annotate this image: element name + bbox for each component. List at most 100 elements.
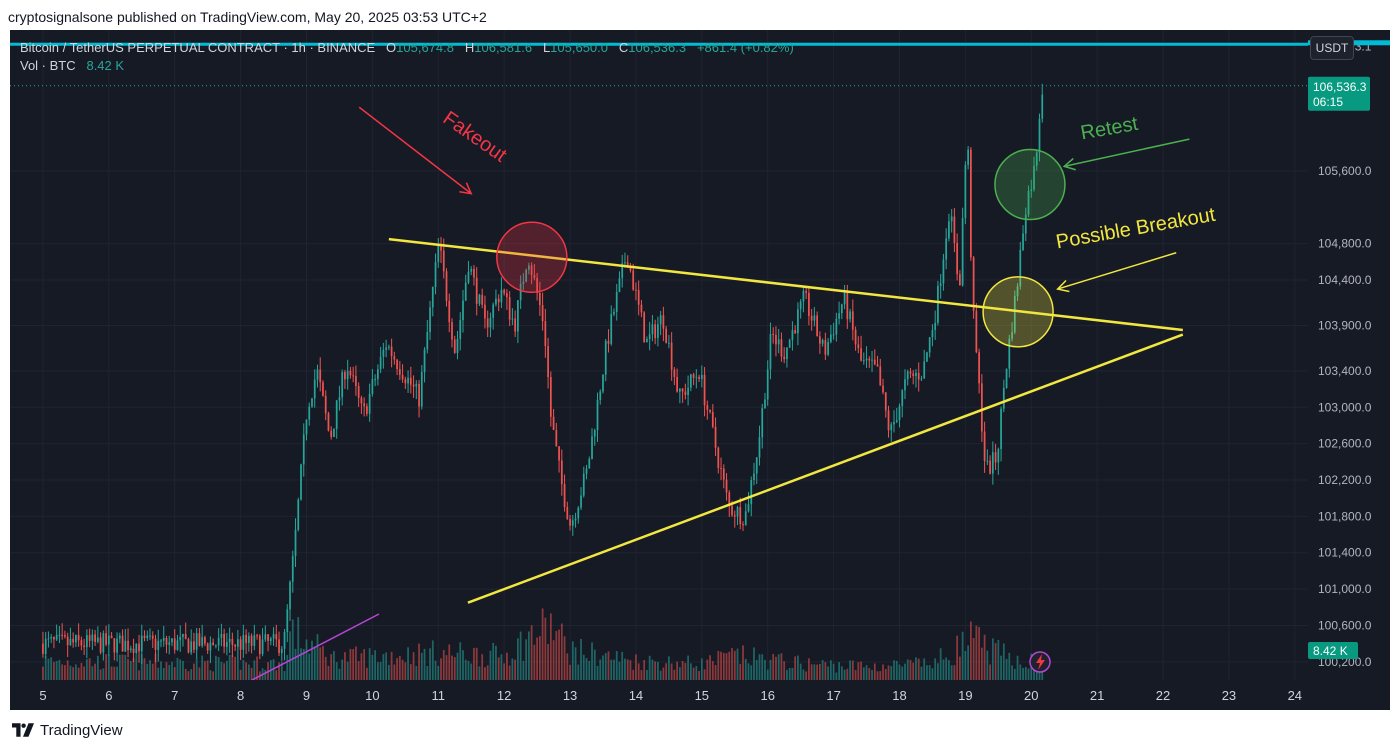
volume-bar-318 <box>915 657 917 680</box>
volume-bar-259 <box>753 647 755 680</box>
x-tick-label-5: 10 <box>365 688 379 703</box>
volume-bar-336 <box>964 650 967 680</box>
candle-body-214 <box>629 267 632 271</box>
volume-bar-327 <box>939 648 942 680</box>
volume-bar-40 <box>151 663 154 680</box>
volume-bar-224 <box>657 661 659 680</box>
footer: TradingView <box>12 716 123 744</box>
candle-body-102 <box>322 382 324 396</box>
volume-legend[interactable]: Vol · BTC 8.42 K <box>20 58 124 73</box>
volume-bar-234 <box>684 662 687 680</box>
candle-body-143 <box>434 262 437 288</box>
volume-bar-267 <box>775 656 777 680</box>
volume-bar-250 <box>728 651 731 680</box>
volume-bar-44 <box>162 667 165 680</box>
candle-body-139 <box>423 349 426 373</box>
volume-bar-35 <box>138 670 140 680</box>
currency-button[interactable]: USDT <box>1310 36 1354 60</box>
arrowhead-fakeout <box>459 182 473 195</box>
volume-bar-14 <box>80 662 83 680</box>
volume-bar-316 <box>909 659 912 680</box>
volume-bar-189 <box>560 623 563 680</box>
volume-bar-31 <box>127 658 129 680</box>
volume-bar-226 <box>662 667 665 680</box>
candle-body-112 <box>349 370 352 376</box>
volume-bar-97 <box>308 653 311 680</box>
x-tick-label-0: 5 <box>39 688 46 703</box>
volume-bar-304 <box>876 671 879 680</box>
volume-bar-48 <box>173 667 176 680</box>
candle-body-196 <box>580 495 582 508</box>
volume-bar-173 <box>517 638 519 680</box>
volume-bar-197 <box>582 654 585 680</box>
candle-body-187 <box>555 430 558 447</box>
volume-bar-195 <box>577 664 580 680</box>
volume-bar-131 <box>401 659 404 680</box>
volume-bar-361 <box>1033 667 1035 680</box>
candle-body-7 <box>61 634 64 636</box>
volume-bar-153 <box>462 650 464 680</box>
candle-body-338 <box>969 149 972 258</box>
time-axis[interactable]: 5 6 7 8 9 10 11 12 13 14 15 16 17 18 19 20 21 22 23 24 <box>10 651 1390 710</box>
candle-body-183 <box>544 321 547 347</box>
volume-bar-265 <box>769 659 772 680</box>
price-axis[interactable]: 100,200.0100,600.0101,000.0101,400.0101,… <box>1308 30 1390 680</box>
volume-bar-220 <box>646 670 648 680</box>
chart-area[interactable]: Fakeout Retest Possible Breakout 100,200.0… <box>10 30 1390 710</box>
candle-body-238 <box>695 376 698 378</box>
candle-body-76 <box>250 635 253 646</box>
volume-bar-172 <box>514 659 517 680</box>
candle-body-241 <box>703 374 706 406</box>
volume-bar-49 <box>176 657 179 680</box>
y-tick-label-11: 104,800.0 <box>1318 237 1372 251</box>
volume-bar-13 <box>77 667 80 680</box>
candle-body-38 <box>146 635 149 639</box>
volume-bar-69 <box>231 655 234 680</box>
volume-bar-176 <box>525 639 527 680</box>
volume-bar-10 <box>69 665 72 680</box>
candle-body-5 <box>55 634 58 640</box>
time-axis-bg <box>10 680 1390 710</box>
volume-bar-118 <box>366 667 368 680</box>
candle-body-281 <box>813 315 816 321</box>
candle-body-78 <box>256 635 258 637</box>
candle-body-176 <box>525 269 527 282</box>
circle-breakout <box>982 276 1054 348</box>
candle-body-255 <box>742 524 744 526</box>
candle-body-69 <box>231 638 234 645</box>
candle-body-208 <box>613 311 615 315</box>
candle-body-79 <box>258 635 261 655</box>
candle-body-202 <box>596 399 599 431</box>
volume-bar-166 <box>497 657 500 680</box>
candle-body-341 <box>978 352 980 384</box>
candle-body-243 <box>709 409 711 412</box>
volume-bar-51 <box>182 660 184 680</box>
volume-bar-321 <box>923 658 926 680</box>
candle-body-160 <box>481 294 484 305</box>
arrowhead-retest <box>1062 157 1076 171</box>
volume-bar-2 <box>47 658 50 680</box>
candle-body-133 <box>407 377 409 384</box>
volume-bar-124 <box>382 654 385 680</box>
volume-bar-60 <box>206 660 209 680</box>
volume-bar-167 <box>500 654 503 680</box>
candle-body-353 <box>1011 332 1013 339</box>
volume-bar-282 <box>816 664 819 680</box>
candle-body-295 <box>851 311 854 330</box>
volume-bar-19 <box>94 663 96 680</box>
lightning-icon[interactable] <box>1029 651 1051 673</box>
volume-bar-240 <box>700 658 703 680</box>
candle-body-173 <box>517 300 519 332</box>
candle-body-239 <box>698 376 700 379</box>
candle-body-119 <box>368 393 371 414</box>
symbol-legend[interactable]: Bitcoin / TetherUS PERPETUAL CONTRACT · … <box>20 40 794 55</box>
candle-body-120 <box>371 379 374 394</box>
volume-bar-78 <box>256 656 258 680</box>
candle-body-82 <box>267 634 269 641</box>
candle-body-161 <box>484 304 486 319</box>
volume-bar-95 <box>302 648 305 680</box>
volume-bar-305 <box>879 671 882 680</box>
candle-body-46 <box>168 642 171 645</box>
x-tick-label-15: 20 <box>1024 688 1038 703</box>
